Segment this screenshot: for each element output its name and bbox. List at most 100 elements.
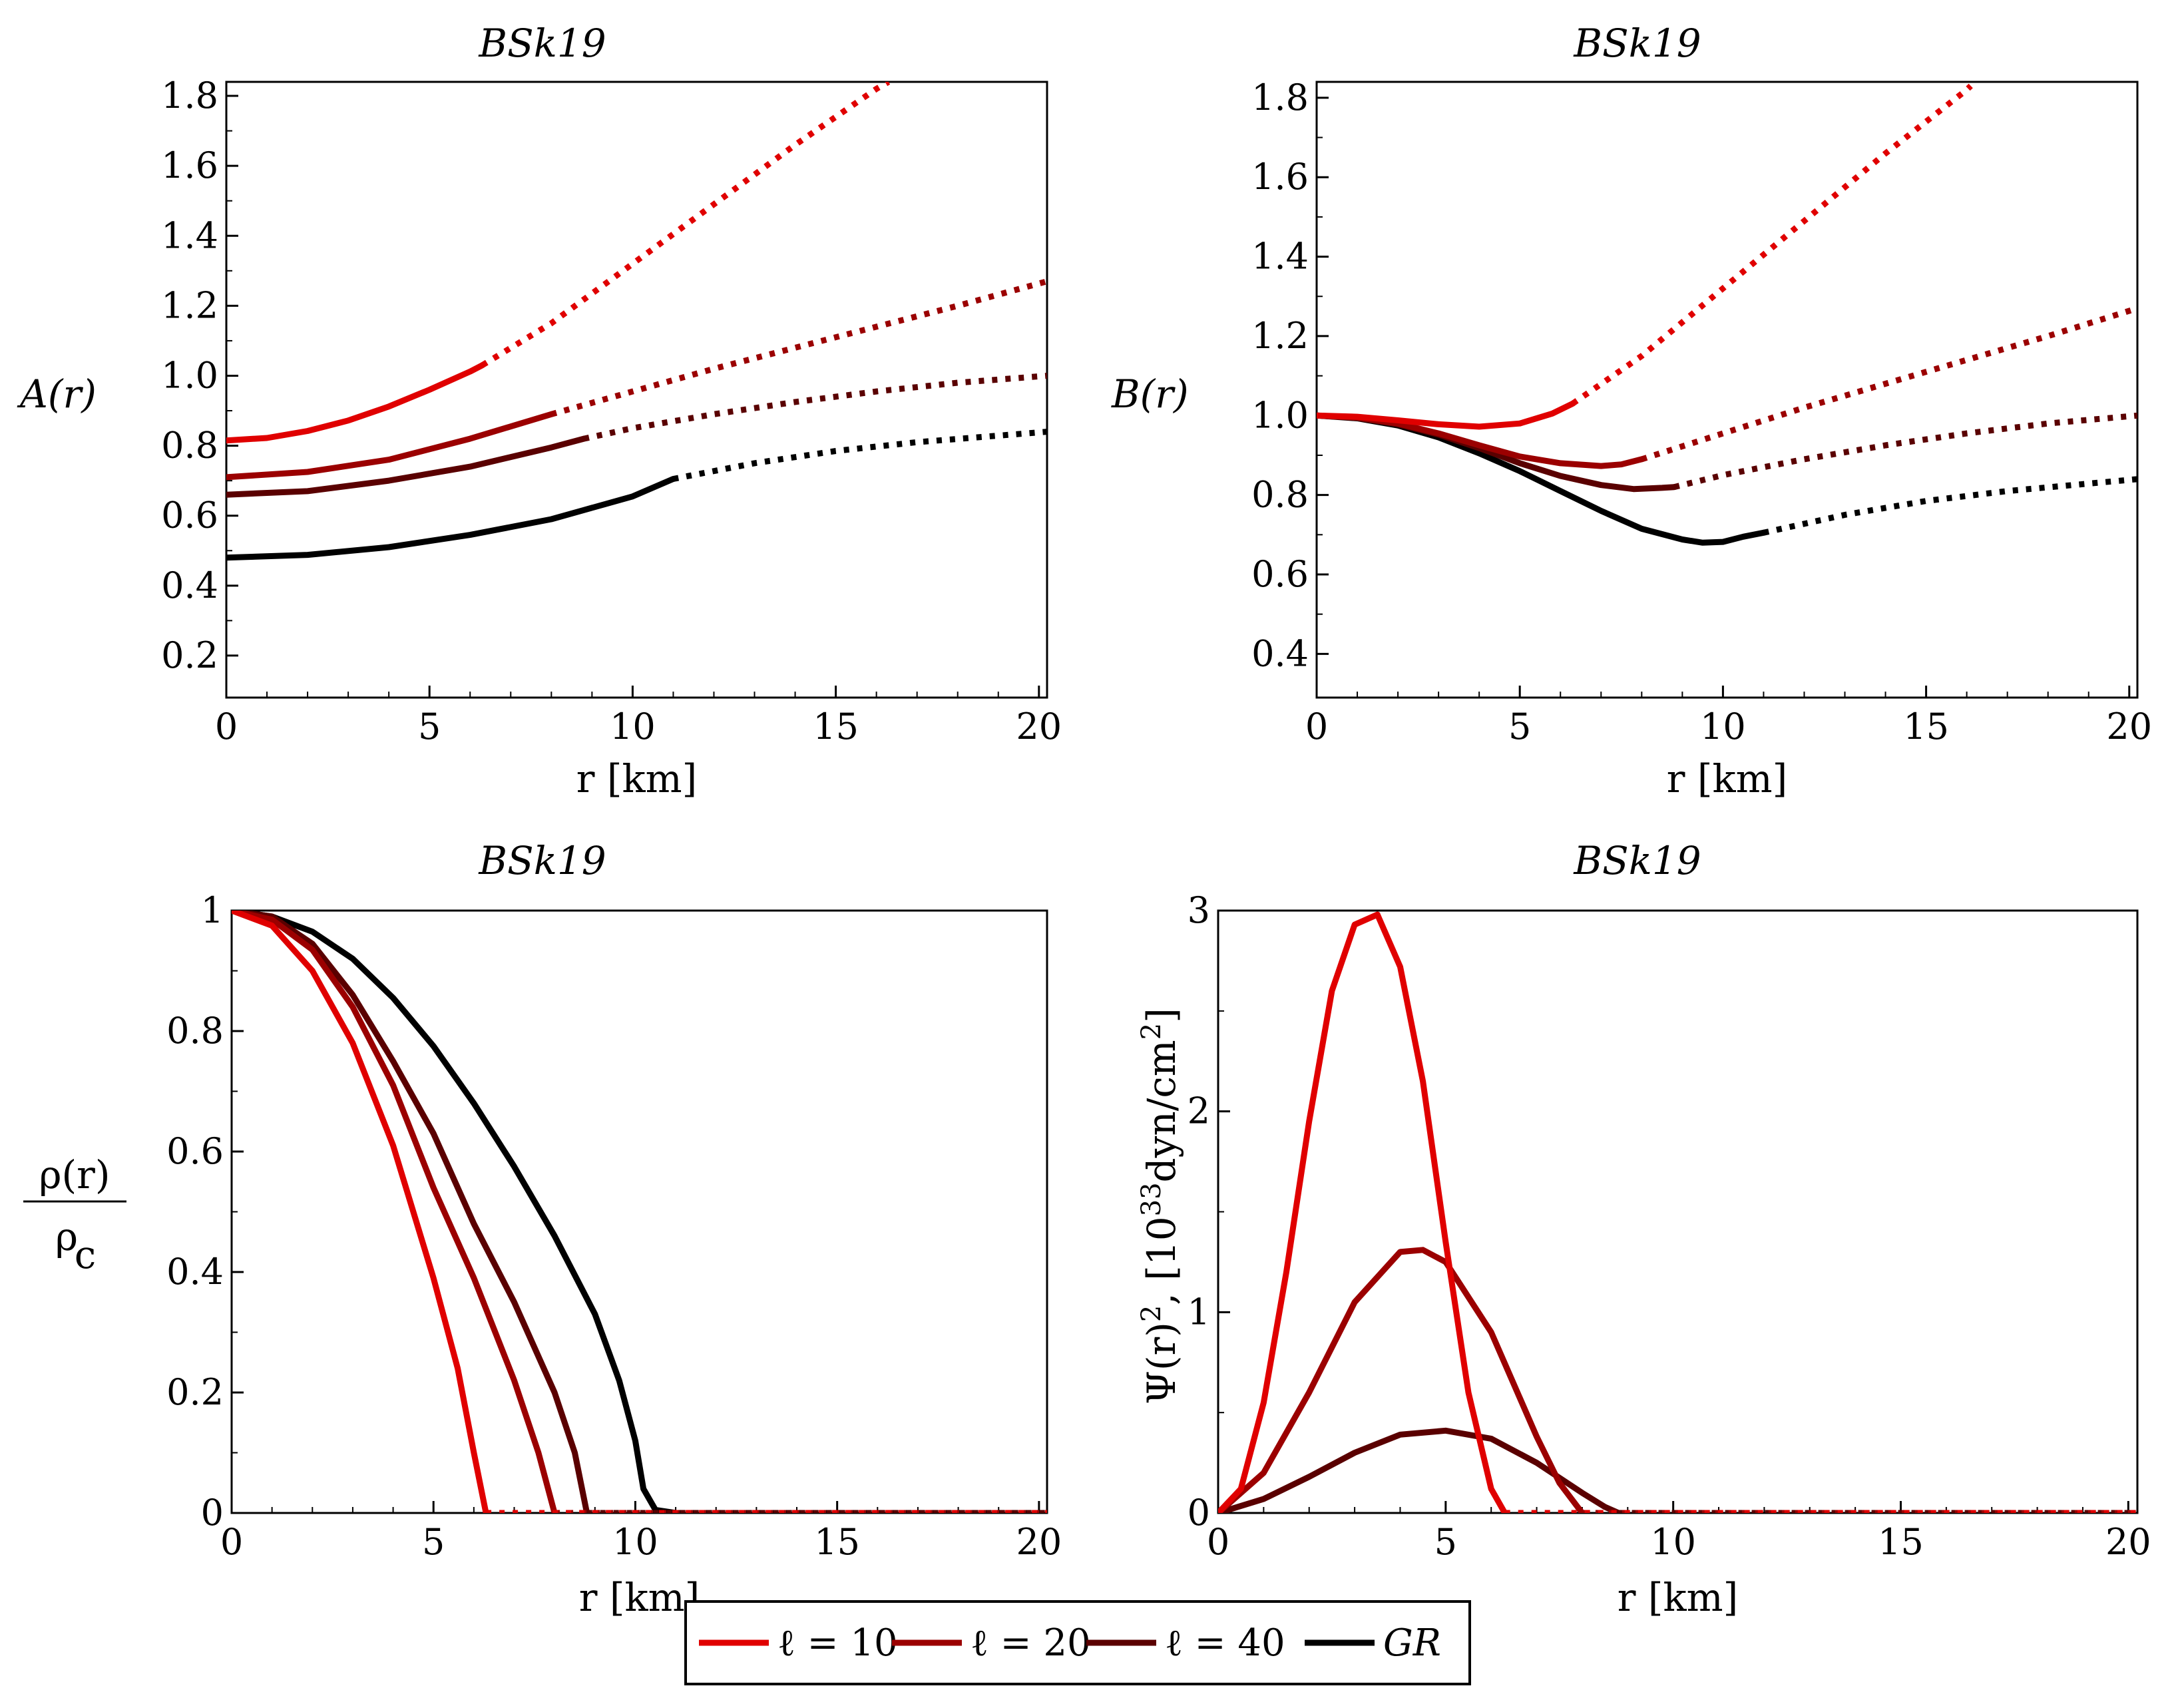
ylabel-main: Ψ(r) (1139, 1322, 1184, 1404)
x-tick-label: 5 (1508, 706, 1531, 747)
plot-frame (1217, 909, 2139, 1514)
legend: ℓ = 10 ℓ = 20 ℓ = 40 GR (684, 1600, 1471, 1685)
ylabel-square: 2 (1136, 1305, 1167, 1322)
ylabel-unit-exp: 33 (1136, 1182, 1167, 1216)
y-tick-label: 1.8 (161, 75, 218, 116)
panel-title: BSk19 (1573, 21, 1701, 66)
series-10-line (1218, 911, 1508, 1513)
series-group (232, 911, 1047, 1513)
y-tick-label: 0.2 (166, 1371, 224, 1413)
y-axis-label-subscript: c (75, 1232, 96, 1277)
y-axis-label-denominator: ρ (55, 1214, 78, 1259)
panel-2: 0 5 10 15 20 0.4 0.6 0.8 1.0 1.2 1.4 1.6 1.8 BSk19 r [… (1111, 21, 2152, 801)
y-tick-label: 0 (1188, 1492, 1210, 1534)
series-10-line (232, 911, 489, 1513)
series-40-line (226, 435, 587, 498)
x-axis-label: r [km] (579, 1575, 700, 1620)
legend-label: ℓ = 10 (777, 1621, 898, 1665)
series-10-dotted (1570, 83, 1973, 407)
x-axis-label: r [km] (1618, 1575, 1739, 1620)
series-group (1317, 83, 2137, 546)
series-20-line (1218, 1247, 1586, 1513)
y-tick-label: 1.6 (161, 144, 218, 186)
x-tick-label: 10 (612, 1521, 658, 1563)
legend-label: ℓ = 20 (971, 1621, 1091, 1665)
y-tick-label: 0.6 (161, 495, 218, 536)
x-tick-label: 20 (1016, 1521, 1062, 1563)
y-tick-label: 1 (201, 889, 224, 931)
y-tick-label: 3 (1188, 889, 1210, 931)
x-axis-label: r [km] (1667, 756, 1788, 801)
series-40-dotted (583, 373, 1047, 442)
y-tick-label: 0.8 (166, 1010, 224, 1052)
y-tick-label: 0.4 (166, 1251, 224, 1293)
y-tick-label: 1.8 (1251, 77, 1309, 118)
series-10-dotted (481, 82, 891, 368)
y-tick-label: 0.8 (161, 425, 218, 467)
x-tick-label: 20 (2106, 706, 2152, 747)
y-axis-label: Ψ(r)2, [1033dyn/cm2] (1136, 1008, 1184, 1404)
y-axis-label: B(r) (1111, 371, 1189, 417)
x-tick-label: 15 (813, 706, 859, 747)
series-40-line (232, 911, 590, 1513)
y-tick-label: 1.0 (161, 354, 218, 396)
x-axis-label: r [km] (576, 756, 698, 801)
y-tick-label: 0.2 (161, 634, 218, 676)
x-tick-label: 20 (2105, 1521, 2151, 1563)
series-40-dotted (1673, 412, 2137, 491)
x-tick-label: 20 (1016, 706, 1062, 747)
y-tick-label: 1.4 (1251, 236, 1309, 278)
x-tick-label: 5 (1434, 1521, 1457, 1563)
series-gr-dotted (672, 429, 1047, 482)
panel-1: 0 5 10 15 20 0.2 0.4 0.6 0.8 1.0 1.2 1.4 1.6 1.8 BSk19… (17, 21, 1062, 801)
y-tick-label: 1.4 (161, 214, 218, 256)
x-tick-label: 0 (1305, 706, 1328, 747)
series-10-line (1317, 400, 1576, 430)
ylabel-unit-b: dyn/cm (1139, 1040, 1184, 1182)
series-gr-line (226, 476, 676, 561)
x-tick-label: 15 (814, 1521, 860, 1563)
series-gr-dotted (1763, 476, 2137, 536)
series-20-line (226, 411, 554, 481)
y-tick-label: 0.4 (1251, 632, 1309, 674)
series-group (226, 82, 1047, 561)
y-tick-label: 1 (1188, 1291, 1210, 1333)
x-tick-label: 0 (215, 706, 238, 747)
y-axis-label: ρ(r) ρc (23, 1152, 126, 1277)
plot-frame (225, 81, 1048, 699)
y-tick-label: 0.6 (1251, 553, 1309, 595)
plot-frame (1315, 81, 2139, 699)
series-10-line (226, 362, 485, 444)
panel-title: BSk19 (1573, 838, 1701, 883)
x-tick-label: 0 (220, 1521, 243, 1563)
legend-label: GR (1383, 1621, 1441, 1665)
y-axis-label: A(r) (17, 371, 97, 417)
y-tick-label: 1.6 (1251, 156, 1309, 198)
series-group (1218, 911, 2137, 1513)
panel-3: 0 5 10 15 20 0 0.2 0.4 0.6 0.8 1 BSk19 r [km] ρ(r) ρc (23, 838, 1062, 1620)
x-tick-label: 15 (1903, 706, 1949, 747)
legend-label: ℓ = 40 (1165, 1621, 1285, 1665)
y-tick-label: 1.0 (1251, 394, 1309, 436)
x-tick-label: 5 (422, 1521, 445, 1563)
series-gr-line (232, 911, 679, 1513)
series-20-dotted (1640, 305, 2137, 463)
panel-title: BSk19 (478, 21, 606, 66)
ylabel-unit-a: , [10 (1139, 1216, 1184, 1305)
y-axis-label-numerator: ρ(r) (39, 1152, 110, 1197)
y-axis-label-text: Ψ(r)2, [1033dyn/cm2] (1136, 1008, 1184, 1404)
y-tick-label: 0.4 (161, 564, 218, 606)
ylabel-unit-b-exp: 2 (1136, 1023, 1167, 1040)
y-tick-label: 0 (201, 1492, 224, 1534)
y-tick-label: 1.2 (161, 284, 218, 326)
x-tick-label: 5 (418, 706, 441, 747)
y-tick-label: 0.6 (166, 1130, 224, 1172)
series-20-line (232, 911, 558, 1513)
ylabel-unit-c: ] (1139, 1008, 1184, 1023)
x-tick-label: 10 (610, 706, 656, 747)
y-tick-label: 0.8 (1251, 474, 1309, 516)
x-tick-label: 15 (1878, 1521, 1924, 1563)
y-tick-label: 1.2 (1251, 315, 1309, 357)
